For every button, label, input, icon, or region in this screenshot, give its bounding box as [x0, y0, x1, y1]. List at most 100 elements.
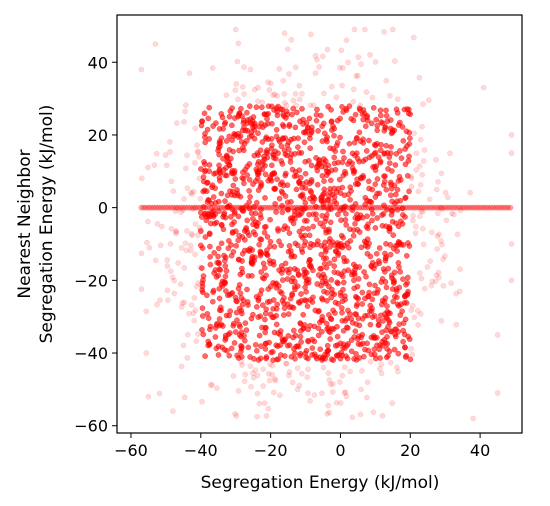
scatter-point: [352, 200, 359, 207]
scatter-point: [383, 186, 390, 193]
scatter-point: [345, 267, 352, 273]
scatter-point: [281, 147, 288, 154]
scatter-point: [389, 129, 396, 136]
scatter-point: [163, 162, 170, 169]
scatter-point: [382, 295, 389, 301]
scatter-point: [178, 209, 184, 216]
scatter-point: [290, 327, 297, 334]
scatter-point: [364, 379, 371, 386]
scatter-point: [228, 169, 235, 176]
scatter-point: [435, 178, 441, 185]
scatter-point: [309, 204, 316, 211]
scatter-point: [505, 204, 511, 211]
scatter-point: [406, 188, 412, 195]
scatter-point: [157, 242, 164, 249]
scatter-point: [312, 70, 319, 77]
scatter-point: [216, 177, 223, 184]
scatter-point: [313, 111, 320, 118]
scatter-point: [374, 122, 381, 129]
scatter-point: [417, 181, 424, 188]
scatter-point: [175, 204, 181, 211]
scatter-point: [260, 383, 266, 389]
scatter-point: [327, 329, 333, 336]
scatter-point: [235, 213, 242, 220]
scatter-point: [500, 204, 506, 211]
scatter-point: [273, 209, 279, 215]
scatter-point: [204, 180, 210, 186]
scatter-point: [256, 400, 263, 407]
scatter-point: [235, 96, 241, 103]
scatter-point: [451, 204, 458, 211]
scatter-point: [394, 242, 401, 248]
scatter-point: [341, 364, 348, 371]
scatter-point: [218, 307, 224, 314]
scatter-point: [434, 233, 441, 239]
scatter-point: [199, 305, 206, 311]
scatter-point: [454, 231, 461, 238]
scatter-point: [372, 59, 379, 65]
scatter-point: [313, 164, 320, 171]
scatter-point: [259, 302, 266, 308]
scatter-point: [380, 204, 387, 211]
scatter-point: [182, 204, 189, 211]
scatter-point: [170, 188, 177, 194]
scatter-point: [223, 138, 230, 144]
scatter-point: [298, 291, 304, 297]
scatter-point: [420, 208, 426, 215]
scatter-point: [327, 145, 333, 152]
scatter-point: [373, 116, 380, 123]
scatter-point: [240, 147, 247, 154]
scatter-point: [302, 232, 308, 239]
scatter-point: [419, 225, 426, 232]
scatter-point: [296, 150, 302, 156]
scatter-point: [265, 177, 272, 184]
scatter-point: [358, 386, 364, 393]
scatter-point: [281, 91, 288, 97]
scatter-point: [202, 204, 208, 211]
scatter-point: [184, 152, 190, 159]
scatter-point: [329, 389, 336, 395]
scatter-point: [458, 204, 465, 211]
scatter-point: [367, 358, 374, 365]
scatter-point: [257, 355, 264, 362]
scatter-point: [395, 204, 401, 211]
scatter-point: [206, 230, 213, 237]
scatter-point: [220, 214, 227, 220]
scatter-point: [440, 282, 447, 289]
scatter-point: [351, 204, 357, 211]
scatter-point: [369, 217, 375, 224]
scatter-point: [371, 151, 378, 157]
scatter-point: [317, 346, 324, 353]
scatter-point: [155, 204, 162, 211]
scatter-point: [248, 315, 255, 322]
scatter-point: [288, 353, 295, 360]
scatter-point: [280, 123, 287, 130]
scatter-point: [409, 302, 416, 309]
scatter-point: [229, 122, 235, 129]
scatter-point: [363, 273, 369, 280]
scatter-point: [490, 204, 497, 211]
scatter-point: [335, 211, 341, 218]
scatter-point: [302, 204, 309, 211]
scatter-point: [188, 231, 195, 237]
scatter-point: [339, 82, 345, 89]
scatter-point: [190, 310, 197, 317]
scatter-point: [231, 340, 238, 346]
scatter-point: [222, 119, 229, 126]
scatter-point: [199, 398, 205, 405]
scatter-point: [416, 213, 423, 220]
scatter-point: [241, 247, 248, 254]
scatter-point: [186, 70, 193, 77]
scatter-point: [264, 147, 270, 154]
scatter-point: [272, 377, 279, 384]
scatter-point: [229, 137, 235, 143]
scatter-point: [173, 228, 180, 235]
scatter-point: [304, 217, 310, 224]
scatter-point: [151, 162, 158, 168]
scatter-point: [361, 269, 367, 275]
scatter-point: [314, 56, 320, 63]
scatter-point: [284, 142, 291, 149]
scatter-point: [255, 204, 262, 211]
scatter-point: [375, 286, 381, 293]
scatter-point: [253, 166, 260, 173]
